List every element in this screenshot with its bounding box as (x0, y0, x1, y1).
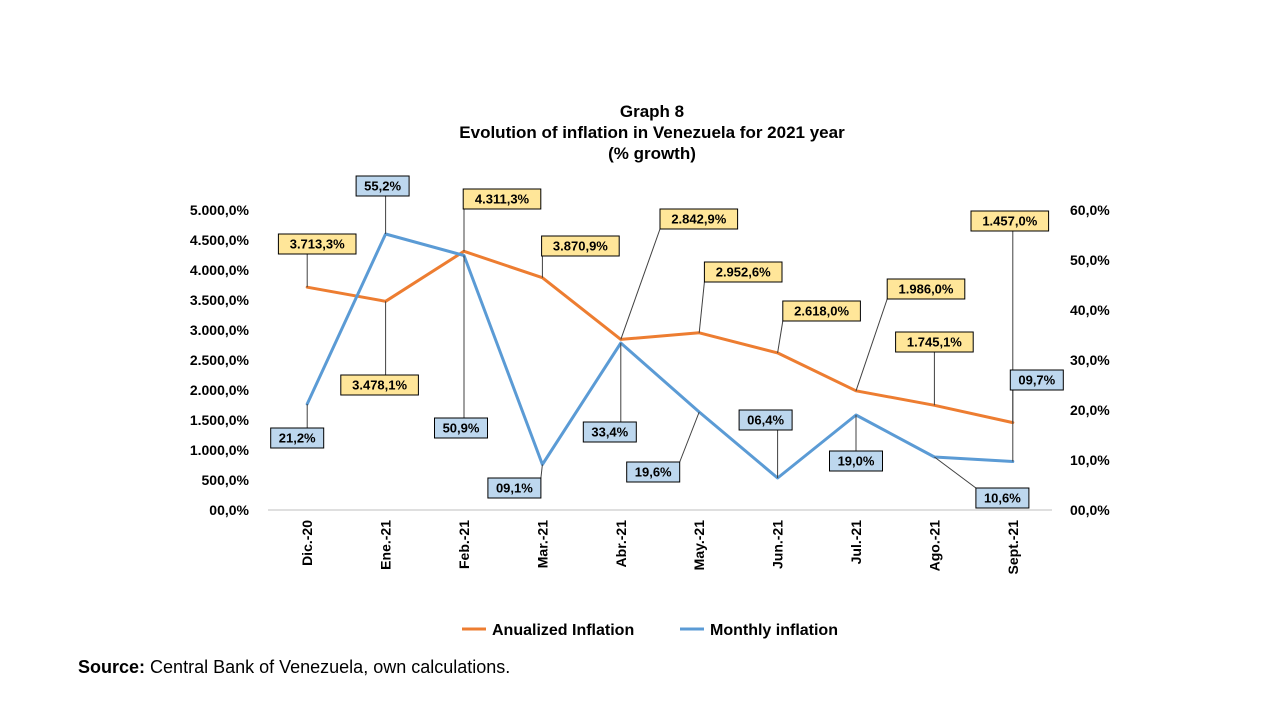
data-label: 3.713,3% (290, 237, 345, 252)
data-label: 4.311,3% (475, 192, 530, 207)
data-label-box (626, 461, 681, 483)
left-axis: 00,0% 500,0% 1.000,0% 1.500,0% 2.000,0% 2.500… (190, 202, 250, 518)
data-label: 09,1% (496, 481, 533, 496)
left-tick-label: 4.500,0% (190, 232, 250, 248)
left-tick-label: 3.000,0% (190, 322, 250, 338)
data-label-box (1009, 369, 1064, 391)
data-label-box (487, 477, 542, 499)
data-label: 19,0% (838, 454, 875, 469)
data-label-box (541, 235, 620, 257)
leader-line (698, 281, 705, 333)
chart-title-line-1: Graph 8 (620, 102, 684, 121)
leader-line (679, 411, 700, 463)
right-tick-label: 10,0% (1070, 452, 1110, 468)
data-label: 10,6% (984, 491, 1021, 506)
left-tick-label: 2.500,0% (190, 352, 250, 368)
left-tick-label: 3.500,0% (190, 292, 250, 308)
x-tick-label: Jul.-21 (848, 520, 864, 565)
data-label-box (582, 421, 637, 443)
source-text: Central Bank of Venezuela, own calculati… (150, 657, 511, 677)
x-tick-label: Feb.-21 (456, 520, 472, 569)
data-label-box (270, 427, 325, 449)
chart-title-line-2: Evolution of inflation in Venezuela for … (459, 123, 845, 142)
source-label: Source: (78, 657, 146, 677)
data-label: 33,4% (591, 425, 628, 440)
x-tick-label: Sept.-21 (1005, 520, 1021, 575)
left-tick-label: 1.500,0% (190, 412, 250, 428)
data-label-box (970, 210, 1050, 232)
data-label: 3.870,9% (553, 239, 608, 254)
data-label-box (462, 188, 542, 210)
data-label-box (782, 300, 861, 322)
data-label-box (355, 175, 410, 197)
source-note: Source: Central Bank of Venezuela, own c… (78, 657, 510, 678)
leader-line (777, 320, 784, 354)
data-label-box (975, 487, 1030, 509)
data-labels: 3.713,3% 3.478,1% 4.311,3% 3.870,9% 2.842,9%… (270, 175, 1064, 509)
x-tick-label: Ago.-21 (926, 520, 942, 572)
data-label: 21,2% (279, 431, 316, 446)
data-label: 1.745,1% (907, 335, 962, 350)
data-label: 06,4% (747, 413, 784, 428)
left-tick-label: 4.000,0% (190, 262, 250, 278)
data-label: 55,2% (364, 179, 401, 194)
right-tick-label: 40,0% (1070, 302, 1110, 318)
x-tick-label: Abr.-21 (613, 520, 629, 568)
left-tick-label: 1.000,0% (190, 442, 250, 458)
left-tick-label: 5.000,0% (190, 202, 250, 218)
data-label-box (829, 450, 883, 472)
series-lines (305, 232, 1015, 480)
right-tick-label: 20,0% (1070, 402, 1110, 418)
data-label: 2.952,6% (716, 265, 771, 280)
legend-label: Monthly inflation (710, 622, 838, 639)
right-tick-label: 60,0% (1070, 202, 1110, 218)
data-label-box (659, 208, 739, 230)
left-tick-label: 500,0% (202, 472, 250, 488)
data-label: 2.842,9% (671, 212, 726, 227)
right-tick-label: 30,0% (1070, 352, 1110, 368)
x-tick-label: May.-21 (691, 520, 707, 571)
left-tick-label: 2.000,0% (190, 382, 250, 398)
leader-line (934, 456, 977, 489)
chart-title: Graph 8 Evolution of inflation in Venezue… (459, 102, 845, 163)
data-label: 1.986,0% (899, 282, 954, 297)
left-tick-label: 00,0% (209, 502, 249, 518)
right-axis: 00,0% 10,0% 20,0% 30,0% 40,0% 50,0% 60,0% (1070, 202, 1110, 518)
data-label: 1.457,0% (982, 214, 1037, 229)
leader-line (540, 464, 543, 479)
leader-line (620, 228, 661, 340)
data-label: 19,6% (635, 465, 672, 480)
monthly-inflation-line (305, 232, 1015, 480)
leader-line (855, 298, 888, 392)
label-leaders (306, 196, 1014, 489)
annualized-inflation-line (305, 249, 1015, 425)
data-label-box (738, 409, 793, 431)
data-label-box (340, 374, 419, 396)
x-tick-label: Jun.-21 (770, 520, 786, 569)
data-label: 50,9% (443, 421, 480, 436)
right-tick-label: 00,0% (1070, 502, 1110, 518)
x-tick-label: Ene.-21 (378, 520, 394, 570)
data-label-box (895, 331, 974, 353)
legend-label: Anualized Inflation (492, 622, 634, 639)
right-tick-label: 50,0% (1070, 252, 1110, 268)
data-label-box (886, 278, 966, 300)
x-axis: Dic.-20 Ene.-21 Feb.-21 Mar.-21 Abr.-21 May.-… (299, 520, 1021, 575)
chart-title-line-3: (% growth) (608, 144, 696, 163)
data-label-box (277, 233, 357, 255)
data-label: 09,7% (1018, 373, 1055, 388)
data-label-box (703, 261, 783, 283)
legend: Anualized Inflation Monthly inflation (462, 622, 838, 639)
data-label-box (434, 417, 488, 439)
x-tick-label: Mar.-21 (534, 520, 550, 568)
x-tick-label: Dic.-20 (299, 520, 315, 566)
data-label: 2.618,0% (794, 304, 849, 319)
data-label: 3.478,1% (352, 378, 407, 393)
